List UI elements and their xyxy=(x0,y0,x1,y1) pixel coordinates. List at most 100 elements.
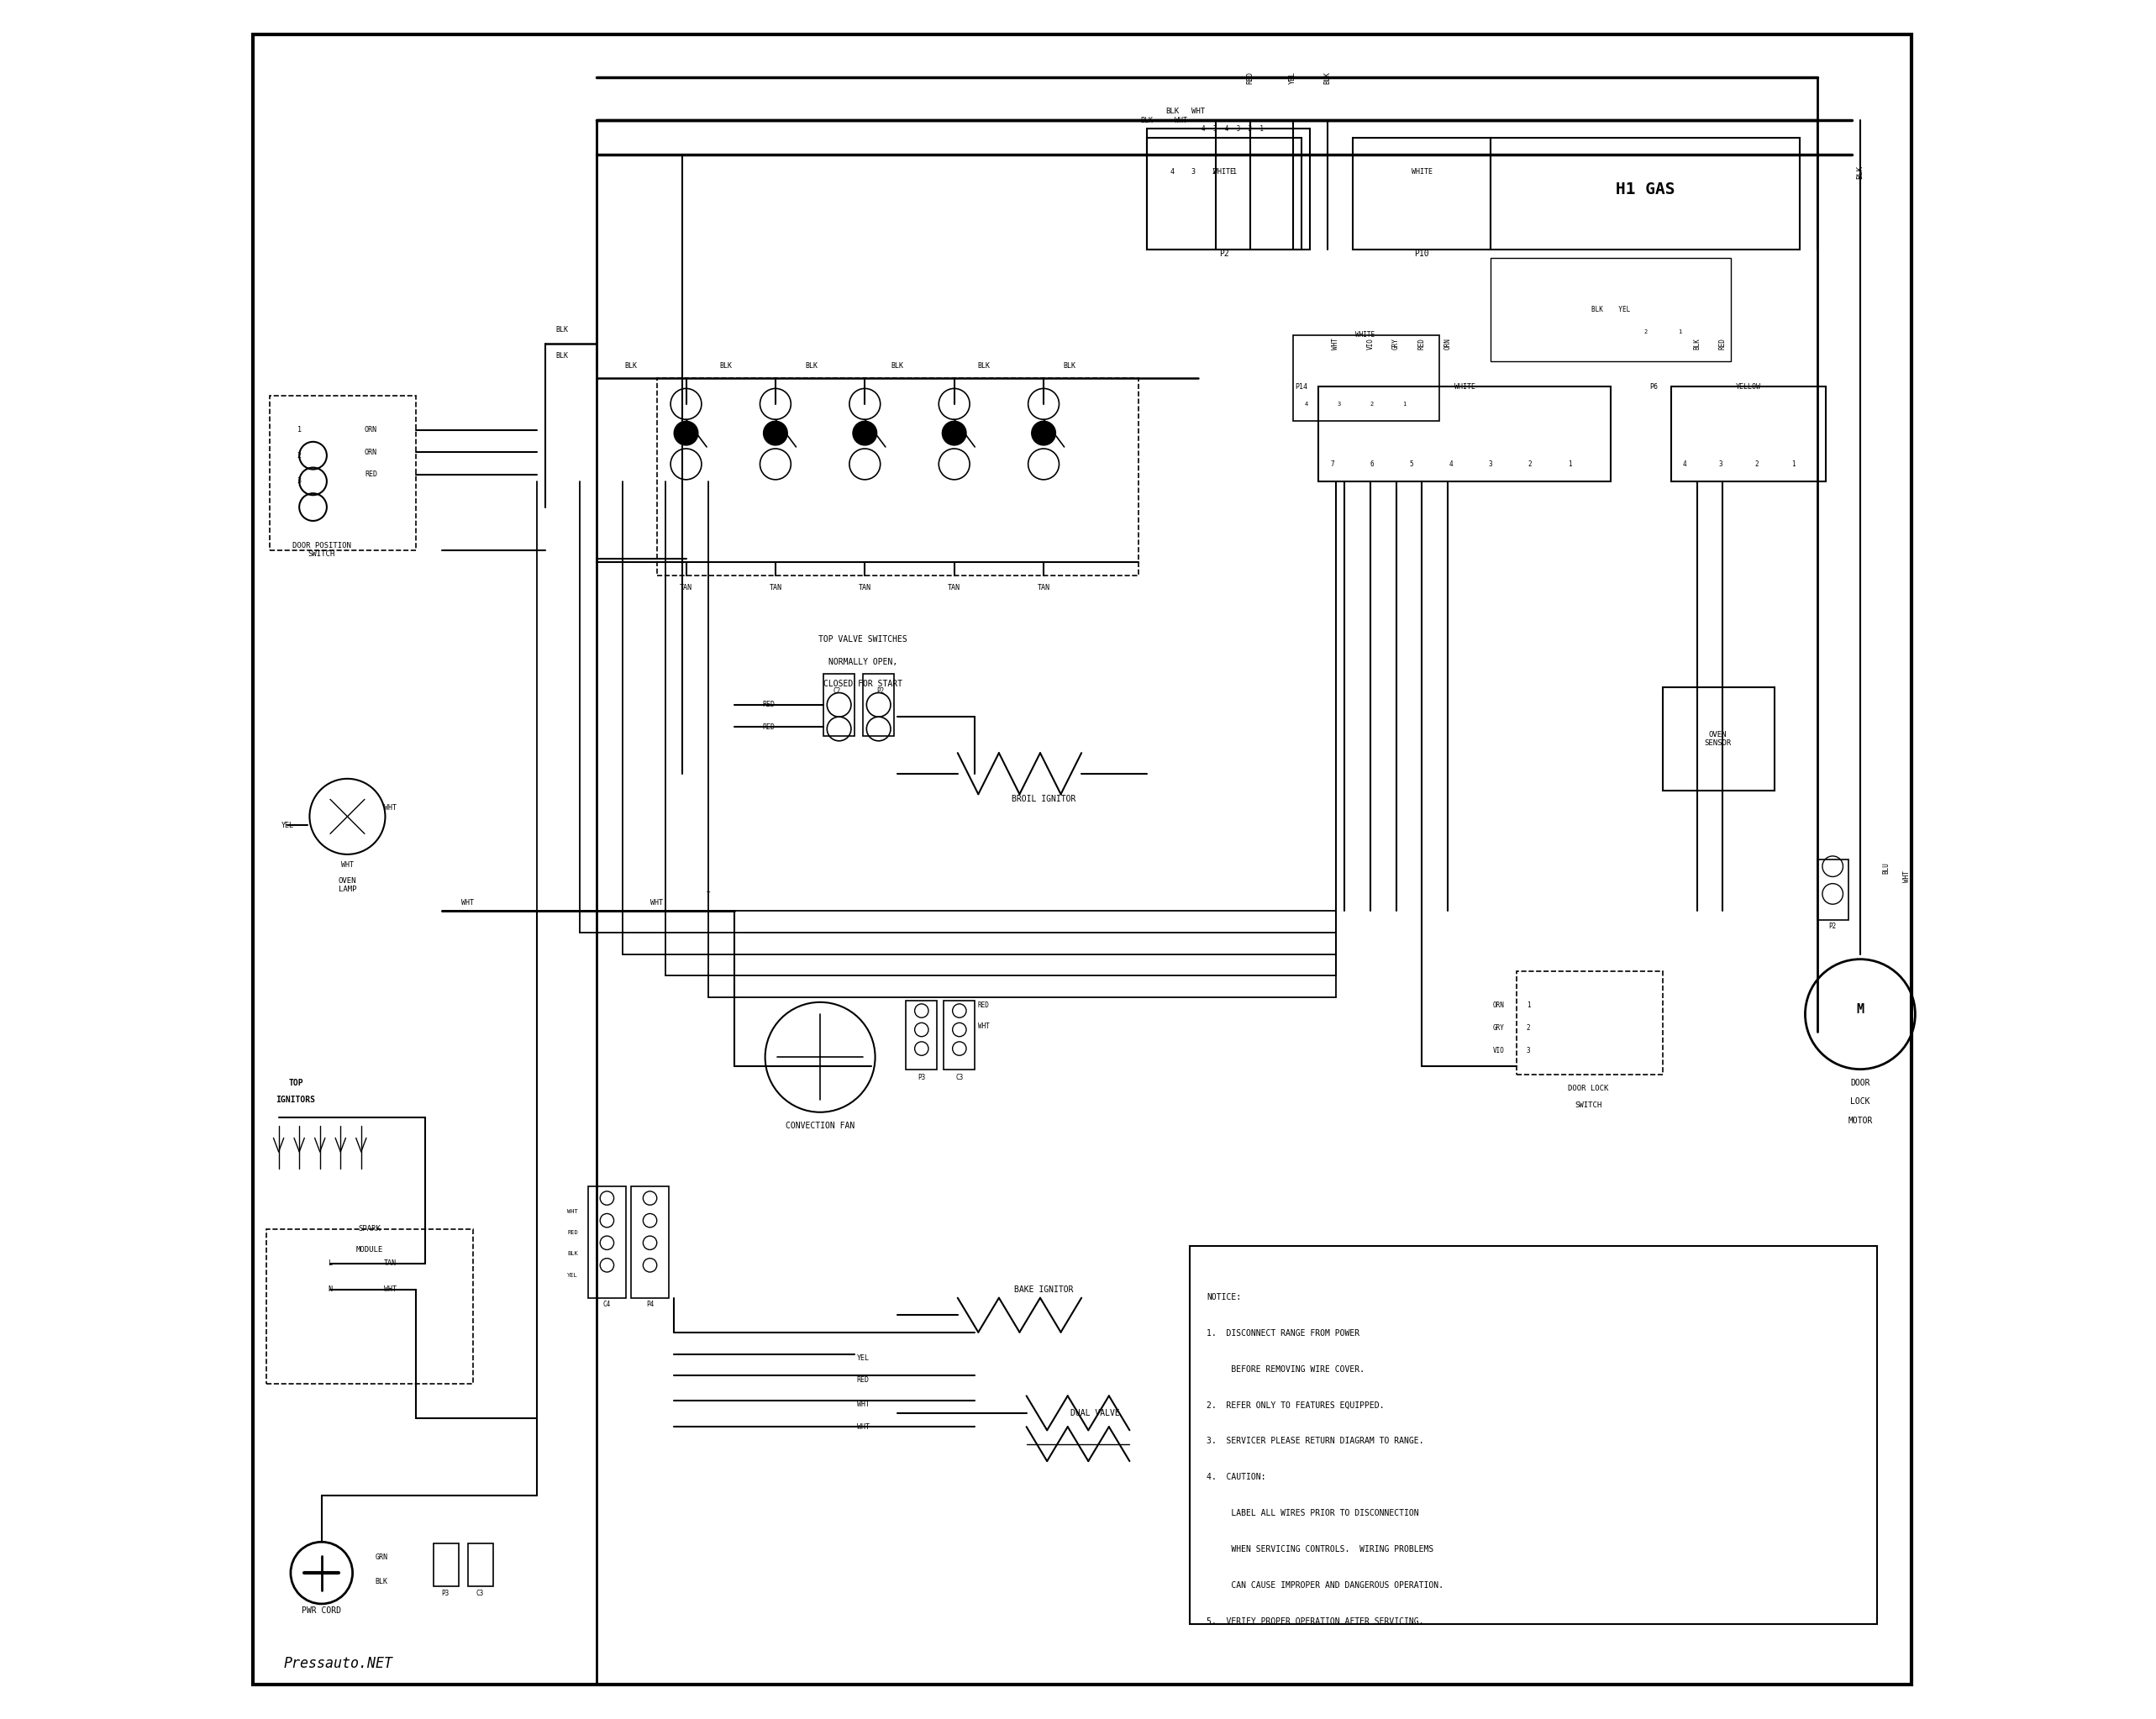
Bar xyxy=(906,1000,938,1069)
Text: M: M xyxy=(1856,1002,1865,1016)
Text: WHT: WHT xyxy=(567,1210,578,1214)
Text: NOTICE:: NOTICE: xyxy=(1207,1293,1242,1301)
Text: WHT: WHT xyxy=(384,1286,397,1293)
Text: RED: RED xyxy=(763,701,774,708)
Text: 3: 3 xyxy=(1337,402,1341,406)
Bar xyxy=(1147,129,1311,249)
Text: 5: 5 xyxy=(1410,461,1414,468)
Text: PWR CORD: PWR CORD xyxy=(302,1607,341,1614)
Text: BLK: BLK xyxy=(804,363,817,370)
Bar xyxy=(1294,335,1438,421)
Bar xyxy=(1490,138,1800,249)
Text: C2: C2 xyxy=(834,688,841,694)
Text: OVEN
LAMP: OVEN LAMP xyxy=(338,877,356,894)
Text: TAN: TAN xyxy=(384,1260,397,1267)
Bar xyxy=(944,1000,975,1069)
Text: ORN: ORN xyxy=(1492,1002,1505,1009)
Text: TAN: TAN xyxy=(1037,584,1050,591)
Text: BLK: BLK xyxy=(1141,117,1153,124)
Text: WHT: WHT xyxy=(651,899,664,906)
Bar xyxy=(468,1544,494,1587)
Text: WHT: WHT xyxy=(856,1401,869,1408)
Text: 1.  DISCONNECT RANGE FROM POWER: 1. DISCONNECT RANGE FROM POWER xyxy=(1207,1329,1360,1337)
Text: BAKE IGNITOR: BAKE IGNITOR xyxy=(1013,1286,1074,1293)
Text: 4: 4 xyxy=(1171,168,1175,175)
Bar xyxy=(1818,860,1848,920)
Text: WHT: WHT xyxy=(461,899,474,906)
Text: BEFORE REMOVING WIRE COVER.: BEFORE REMOVING WIRE COVER. xyxy=(1207,1365,1365,1373)
Text: BLK: BLK xyxy=(1166,108,1179,115)
Text: WHT: WHT xyxy=(977,1023,990,1030)
Text: RED: RED xyxy=(763,724,774,731)
Text: YEL: YEL xyxy=(856,1355,869,1361)
Text: BLU: BLU xyxy=(1882,863,1891,873)
Text: LABEL ALL WIRES PRIOR TO DISCONNECTION: LABEL ALL WIRES PRIOR TO DISCONNECTION xyxy=(1207,1509,1419,1518)
Circle shape xyxy=(1031,421,1056,445)
Text: RED: RED xyxy=(977,1002,990,1009)
Text: LOCK: LOCK xyxy=(1850,1098,1869,1105)
Text: WHT: WHT xyxy=(341,861,354,868)
Text: P14: P14 xyxy=(1296,383,1309,390)
Text: YEL: YEL xyxy=(1289,70,1296,84)
Text: C3: C3 xyxy=(476,1590,483,1597)
Text: 3: 3 xyxy=(1718,461,1723,468)
Bar xyxy=(433,1544,459,1587)
Text: BLK: BLK xyxy=(375,1578,388,1585)
Text: 6: 6 xyxy=(1369,461,1373,468)
Bar xyxy=(589,1186,625,1298)
Bar xyxy=(1671,387,1826,481)
Bar xyxy=(1516,971,1662,1074)
Text: 4: 4 xyxy=(1449,461,1453,468)
Text: 1: 1 xyxy=(1567,461,1572,468)
Text: WHT: WHT xyxy=(1175,117,1188,124)
Text: 1: 1 xyxy=(1404,402,1406,406)
Text: 4: 4 xyxy=(1304,402,1309,406)
Text: TAN: TAN xyxy=(858,584,871,591)
Text: H1 GAS: H1 GAS xyxy=(1615,180,1675,198)
Text: 3: 3 xyxy=(298,478,302,485)
Text: RED: RED xyxy=(1419,339,1425,349)
Text: BLK: BLK xyxy=(567,1251,578,1255)
Text: RED: RED xyxy=(364,471,377,478)
Text: WHITE: WHITE xyxy=(1412,168,1432,175)
Text: BLK: BLK xyxy=(625,363,638,370)
Text: P2: P2 xyxy=(877,688,884,694)
Text: 3: 3 xyxy=(1488,461,1492,468)
Bar xyxy=(1190,1246,1878,1624)
Text: IGNITORS: IGNITORS xyxy=(276,1097,315,1104)
Text: TAN: TAN xyxy=(770,584,783,591)
Text: RED: RED xyxy=(567,1231,578,1234)
Text: CAN CAUSE IMPROPER AND DANGEROUS OPERATION.: CAN CAUSE IMPROPER AND DANGEROUS OPERATI… xyxy=(1207,1581,1445,1590)
Text: P10: P10 xyxy=(1414,249,1429,258)
Text: BLK: BLK xyxy=(1856,165,1865,179)
Text: MODULE: MODULE xyxy=(356,1246,384,1253)
Text: ORN: ORN xyxy=(1445,339,1451,349)
Bar xyxy=(1147,138,1302,249)
Text: P6: P6 xyxy=(1649,383,1658,390)
Text: VIO: VIO xyxy=(1492,1047,1505,1054)
Circle shape xyxy=(675,421,699,445)
Text: WHITE: WHITE xyxy=(1214,168,1235,175)
Text: P4: P4 xyxy=(647,1301,653,1308)
Text: 2: 2 xyxy=(1212,168,1216,175)
Text: RED: RED xyxy=(1246,70,1253,84)
Text: WHT: WHT xyxy=(1192,108,1205,115)
Text: 4  3  4  3  2  1: 4 3 4 3 2 1 xyxy=(1201,125,1263,132)
Text: TOP VALVE SWITCHES: TOP VALVE SWITCHES xyxy=(819,636,908,643)
Text: TAN: TAN xyxy=(679,584,692,591)
Text: CONVECTION FAN: CONVECTION FAN xyxy=(785,1123,854,1129)
Text: DOOR LOCK: DOOR LOCK xyxy=(1567,1085,1608,1092)
Text: OVEN
SENSOR: OVEN SENSOR xyxy=(1703,731,1731,748)
Text: 2: 2 xyxy=(1529,461,1533,468)
Text: 2: 2 xyxy=(1371,402,1373,406)
Text: N: N xyxy=(328,1286,332,1293)
Text: 3: 3 xyxy=(1526,1047,1531,1054)
Text: Pressauto.NET: Pressauto.NET xyxy=(285,1655,392,1671)
Text: DUAL VALVE: DUAL VALVE xyxy=(1072,1410,1119,1416)
Bar xyxy=(1319,387,1611,481)
Text: 1: 1 xyxy=(1792,461,1796,468)
Text: 1: 1 xyxy=(298,426,302,433)
Text: SWITCH: SWITCH xyxy=(1576,1102,1602,1109)
Text: C4: C4 xyxy=(604,1301,610,1308)
Text: BLK: BLK xyxy=(1063,363,1076,370)
